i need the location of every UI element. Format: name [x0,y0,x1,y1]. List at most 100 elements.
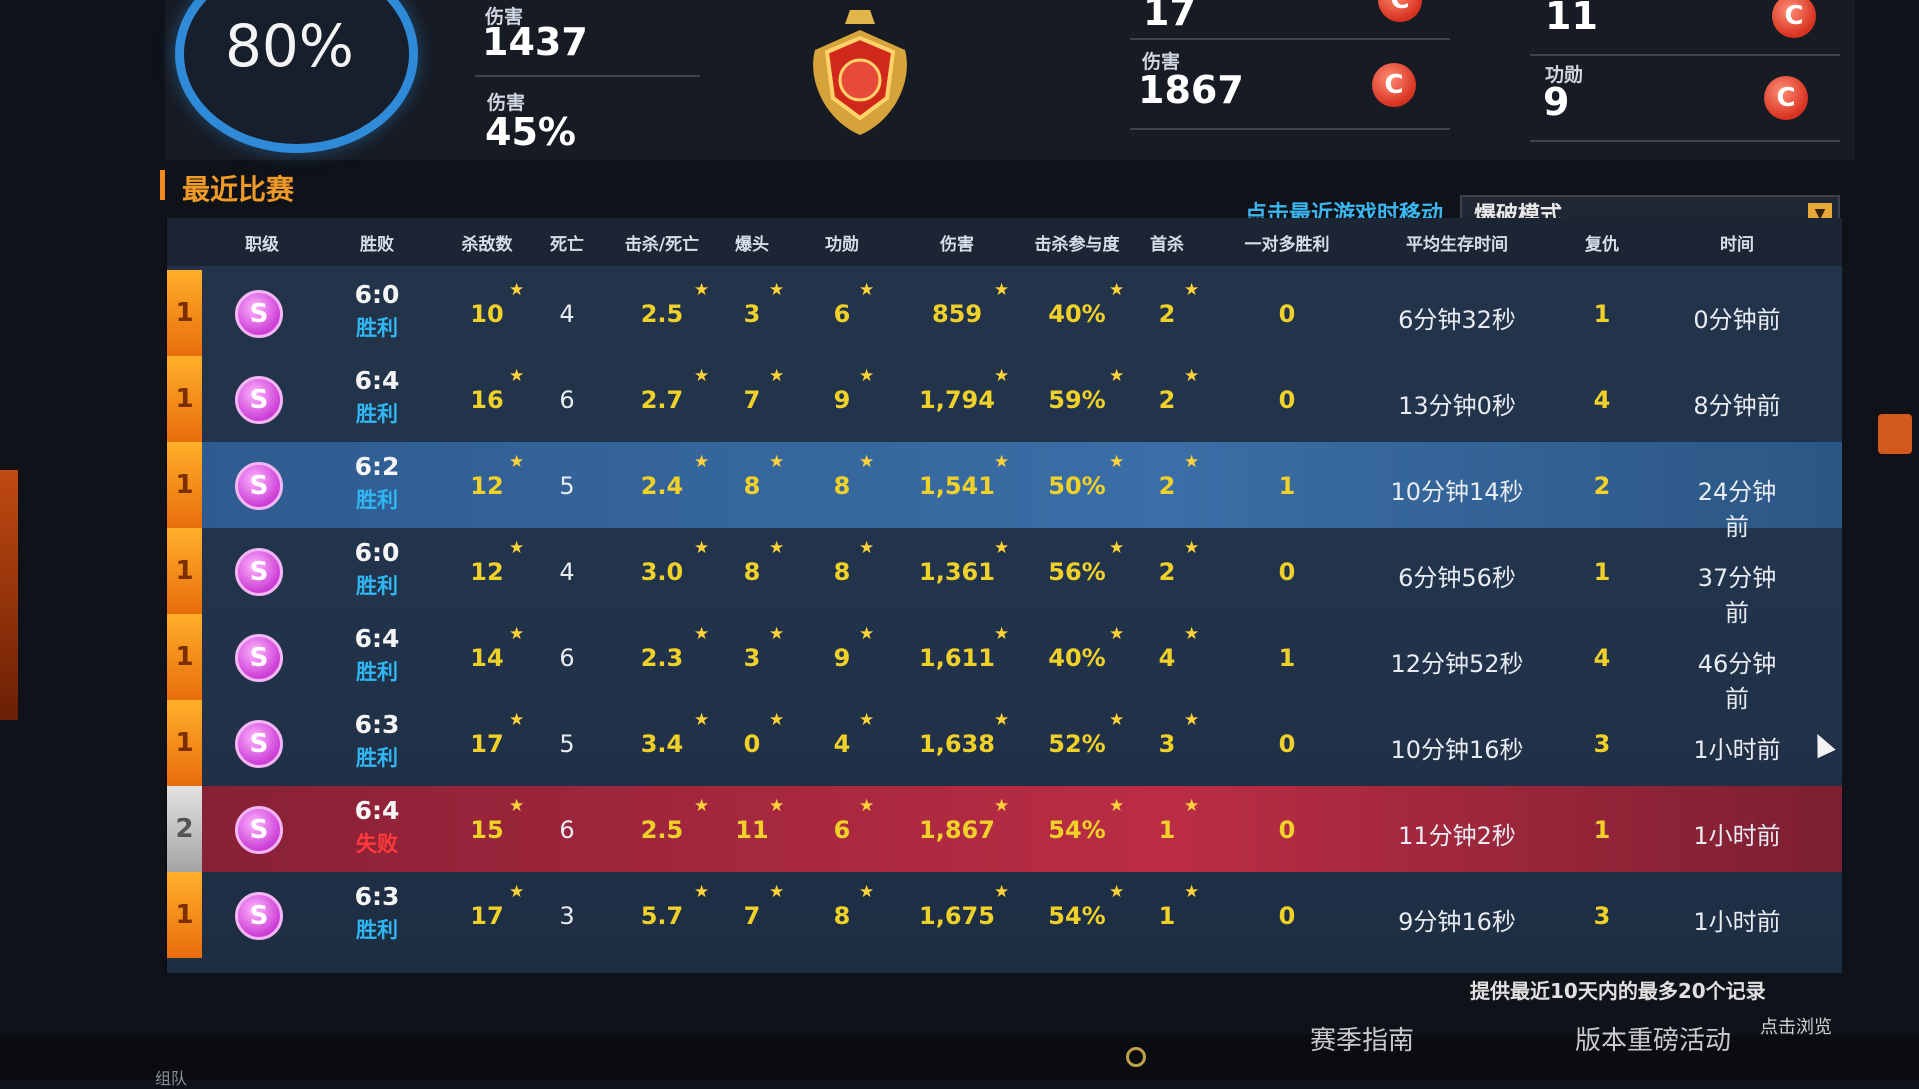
cell-avg: 11分钟2秒 [1398,822,1516,850]
gear-icon[interactable] [1126,1047,1146,1067]
cell-part: 52% [1048,730,1106,758]
grade-c-badge-damage: C [1372,63,1416,107]
cell-merit: 9 [833,644,851,672]
cell-time: 37分钟前 [1697,564,1777,627]
table-row[interactable]: 1 S 6:0 胜利 10 ★ 4 2.5 ★ 3 ★ 6 ★ 859 ★ 40% ★ 2 ★ 0 6分钟32秒 1 0分钟… [167,270,1842,356]
table-row[interactable]: 1 S 6:2 胜利 12 ★ 5 2.4 ★ 8 ★ 8 ★ 1,541 ★ 50% ★ 2 ★ 1 10分钟14秒 2… [167,442,1842,541]
cell-first: 2 [1158,300,1176,328]
stats-overview-panel [165,0,1855,160]
cell-deaths: 6 [559,386,575,414]
cell-kd: 2.7 [640,386,684,414]
star-icon: ★ [859,624,875,644]
win-rate-ring [175,0,418,153]
star-icon: ★ [859,280,875,300]
table-row[interactable]: 1 S 6:4 胜利 14 ★ 6 2.3 ★ 3 ★ 9 ★ 1,611 ★ 40% ★ 4 ★ 1 12分钟52秒 4… [167,614,1842,713]
merit-label: 功勋 [1545,64,1584,86]
star-icon: ★ [1184,796,1200,816]
match-score: 6:0 [354,280,400,309]
browse-link[interactable]: 点击浏览 [1760,1017,1832,1038]
damage-value-2: 45% [485,110,576,154]
header-time: 时间 [1720,235,1754,255]
match-score: 6:4 [354,366,400,395]
star-icon: ★ [694,882,710,902]
team-label[interactable]: 组队 [155,1069,188,1088]
cell-kills: 17 [470,730,504,758]
cell-avg: 9分钟16秒 [1398,908,1516,936]
cell-merit: 9 [833,386,851,414]
table-row[interactable]: 1 S 6:0 胜利 12 ★ 4 3.0 ★ 8 ★ 8 ★ 1,361 ★ 56% ★ 2 ★ 0 6分钟56秒 1 3… [167,528,1842,627]
star-icon: ★ [994,452,1010,472]
cell-dmg: 1,867 [919,816,995,844]
star-icon: ★ [769,452,785,472]
cell-time: 0分钟前 [1693,306,1781,334]
header-one-vs-many: 一对多胜利 [1244,235,1330,255]
cell-kills: 10 [470,300,504,328]
section-accent-bar [160,170,165,200]
star-icon: ★ [509,624,525,644]
star-icon: ★ [509,710,525,730]
star-icon: ★ [994,280,1010,300]
star-icon: ★ [509,366,525,386]
cell-kd: 3.0 [640,558,684,586]
cell-hs: 3 [743,300,761,328]
cell-deaths: 5 [559,472,575,500]
cell-first: 3 [1158,730,1176,758]
table-row[interactable]: 1 S 6:4 胜利 16 ★ 6 2.7 ★ 7 ★ 9 ★ 1,794 ★ 59% ★ 2 ★ 0 13分钟0秒 4 8… [167,356,1842,442]
star-icon: ★ [509,882,525,902]
star-icon: ★ [1109,710,1125,730]
match-result: 胜利 [356,488,398,512]
star-icon: ★ [694,624,710,644]
cell-deaths: 6 [559,644,575,672]
recent-matches-table: 职级 胜败 杀敌数 死亡 击杀/死亡 爆头 功勋 伤害 击杀参与度 首杀 一对多… [165,218,1842,973]
table-row[interactable]: 1 S 6:3 胜利 17 ★ 3 5.7 ★ 7 ★ 8 ★ 1,675 ★ 54% ★ 1 ★ 0 9分钟16秒 3 1… [167,872,1842,958]
cell-onevmany: 1 [1278,472,1296,500]
cell-part: 50% [1048,472,1106,500]
rank-s-badge-icon: S [235,290,283,338]
table-row[interactable]: 1 S 6:3 胜利 17 ★ 5 3.4 ★ 0 ★ 4 ★ 1,638 ★ 52% ★ 3 ★ 0 10分钟16秒 3… [167,700,1842,786]
star-icon: ★ [769,710,785,730]
cell-hs: 7 [743,902,761,930]
rank-s-badge-icon: S [235,634,283,682]
star-icon: ★ [769,538,785,558]
star-icon: ★ [859,366,875,386]
star-icon: ★ [1184,538,1200,558]
star-icon: ★ [994,710,1010,730]
section-title: 最近比赛 [182,173,295,206]
header-rank: 职级 [245,235,279,255]
cell-kd: 2.4 [640,472,684,500]
damage-label-2: 伤害 [487,92,526,114]
right-badge-icon[interactable] [1878,414,1912,454]
season-guide-tab[interactable]: 赛季指南 [1310,1026,1415,1056]
cell-revenge: 1 [1593,558,1611,586]
cell-deaths: 3 [559,902,575,930]
star-icon: ★ [994,624,1010,644]
cell-time: 46分钟前 [1697,650,1777,713]
version-event-tab[interactable]: 版本重磅活动 [1575,1026,1732,1056]
star-icon: ★ [1184,710,1200,730]
cell-hs: 8 [743,558,761,586]
header-result: 胜败 [360,235,394,255]
cell-revenge: 3 [1593,902,1611,930]
star-icon: ★ [859,710,875,730]
cell-time: 1小时前 [1693,908,1781,936]
table-row[interactable]: 2 S 6:4 失败 15 ★ 6 2.5 ★ 11 ★ 6 ★ 1,867 ★ 54% ★ 1 ★ 0 11分钟2秒 1… [167,786,1842,872]
header-merit: 功勋 [825,235,859,255]
records-note: 提供最近10天内的最多20个记录 [1470,979,1766,1003]
bottom-bar [0,1035,1919,1080]
side-panel [0,470,18,720]
star-icon: ★ [994,796,1010,816]
cell-kills: 14 [470,644,504,672]
cell-dmg: 1,611 [919,644,995,672]
match-result: 胜利 [356,316,398,340]
cell-part: 40% [1048,644,1106,672]
row-placement-flag: 1 [167,614,202,700]
damage-value-3: 1867 [1138,68,1244,112]
match-score: 6:4 [354,796,400,825]
header-deaths: 死亡 [550,235,584,255]
stat-top-value-1: 17 [1143,0,1196,34]
divider [1530,140,1840,142]
grade-c-badge-top-1: C [1378,0,1422,22]
cell-kills: 16 [470,386,504,414]
cell-onevmany: 0 [1278,386,1296,414]
rank-s-badge-icon: S [235,806,283,854]
